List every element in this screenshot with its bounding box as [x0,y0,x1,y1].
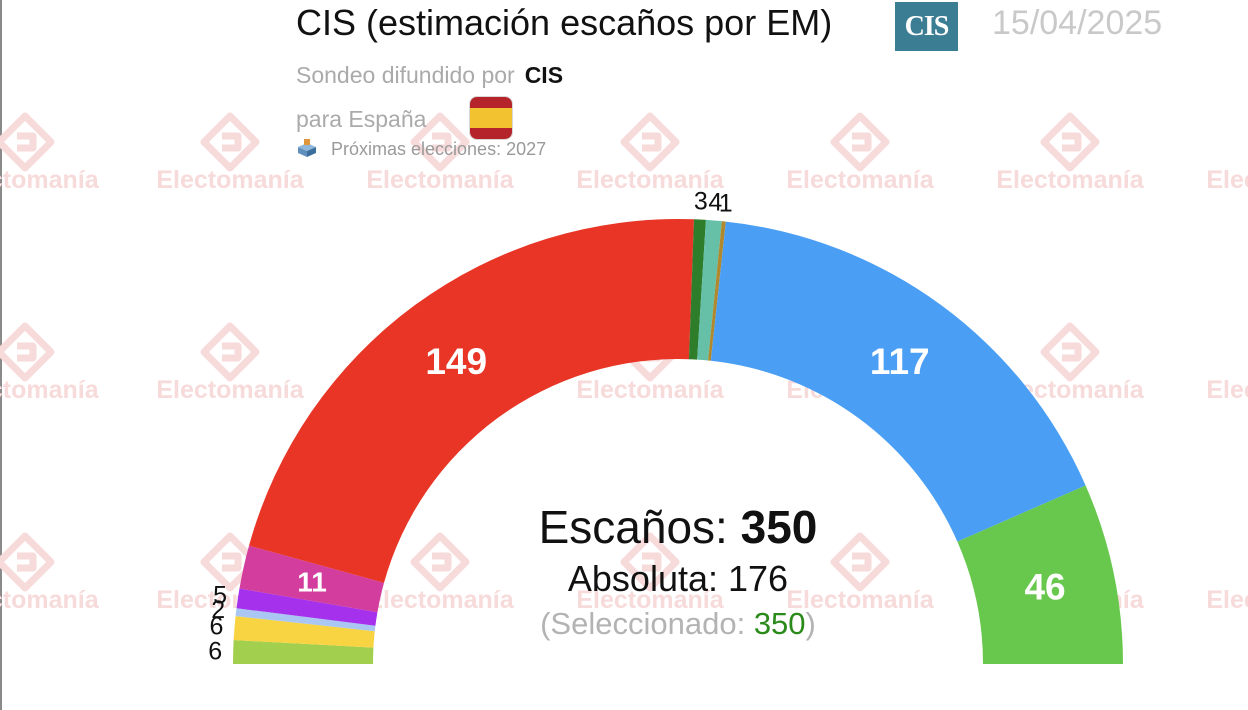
seat-segment-4[interactable] [239,545,384,613]
source-prefix: Sondeo difundido por [296,62,515,88]
seat-label-9: 117 [870,341,930,382]
poll-title: CIS (estimación escaños por EM) [296,2,833,43]
poll-date: 15/04/2025 [992,4,1163,42]
seat-summary: Escaños: 350 Absoluta: 176 (Seleccionado… [478,500,878,642]
seat-label-10: 46 [1024,567,1065,608]
majority: Absoluta: 176 [478,558,878,600]
next-elections: Próximas elecciones: 2027 [297,139,546,160]
source-line: Sondeo difundido por CIS [296,62,563,89]
seat-label-7: 4 [708,189,722,217]
seat-segment-1[interactable] [233,616,375,648]
seat-label-5: 149 [425,341,487,382]
region-prefix: para España [296,106,427,132]
seat-segment-9[interactable] [710,221,1086,542]
majority-label: Absoluta: [567,558,718,599]
seat-segment-10[interactable] [957,485,1123,664]
selected-prefix: (Seleccionado: [540,606,746,641]
seat-segment-6[interactable] [688,219,706,360]
next-elections-text: Próximas elecciones: 2027 [331,139,547,159]
selected-seats: (Seleccionado: 350) [478,606,878,642]
seat-segment-2[interactable] [235,608,376,632]
selected-value: 350 [753,606,806,641]
majority-value: 176 [728,558,789,599]
total-seats-label: Escaños: [538,501,728,553]
seat-segment-8[interactable] [708,221,726,361]
seat-segment-7[interactable] [697,219,722,361]
total-seats-value: 350 [740,501,818,553]
seat-label-6: 3 [694,188,708,216]
selected-suffix: ) [805,606,816,641]
seat-label-2: 2 [211,596,225,624]
region-line: para España [296,106,426,133]
seat-label-4: 11 [297,567,327,598]
seat-label-3: 5 [213,582,227,610]
seat-label-1: 6 [210,613,224,641]
seat-label-8: 1 [719,189,733,217]
ballot-box-icon [298,139,316,157]
seat-segment-3[interactable] [236,588,378,626]
total-seats: Escaños: 350 [478,500,878,554]
seat-label-0: 6 [208,638,222,666]
seat-segment-5[interactable] [249,219,694,583]
seat-segment-0[interactable] [233,640,374,664]
spain-flag-icon [470,97,512,139]
pollster-name: CIS [524,62,564,88]
cis-logo: CIS [895,2,958,51]
